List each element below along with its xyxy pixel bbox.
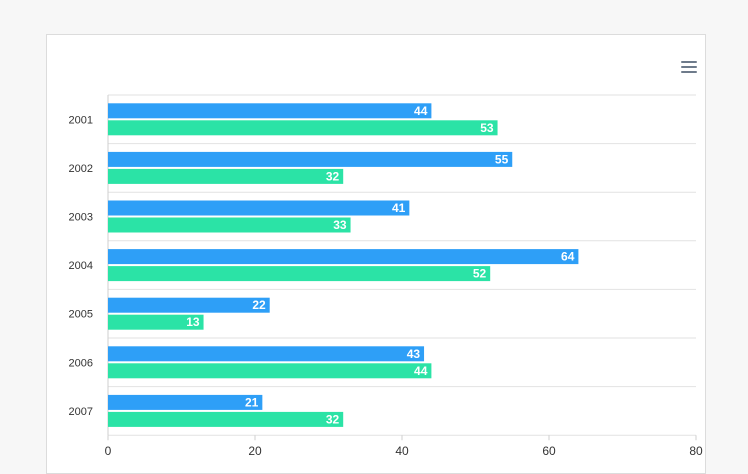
category-label: 2002 [69,163,93,175]
data-label: 13 [186,315,200,329]
x-tick-label: 60 [542,444,556,458]
bar[interactable] [108,266,491,282]
bar[interactable] [108,151,513,167]
bar[interactable] [108,346,425,362]
category-label: 2004 [69,260,93,272]
data-label: 44 [414,364,428,378]
hamburger-menu-icon[interactable] [678,58,700,76]
bar[interactable] [108,200,410,216]
x-tick-label: 0 [105,444,112,458]
bar[interactable] [108,297,270,313]
category-label: 2003 [69,212,93,224]
bar[interactable] [108,120,498,136]
category-label: 2001 [69,114,93,126]
data-label: 32 [326,169,340,183]
data-label: 55 [495,152,509,166]
data-label: 53 [480,121,494,135]
data-label: 64 [561,250,575,264]
data-label: 43 [407,347,421,361]
x-tick-label: 80 [689,444,703,458]
data-label: 32 [326,412,340,426]
data-label: 21 [245,395,259,409]
category-label: 2006 [69,357,93,369]
bar[interactable] [108,394,263,410]
category-label: 2007 [69,406,93,418]
bar[interactable] [108,249,579,265]
bar[interactable] [108,103,432,119]
data-label: 33 [333,218,347,232]
data-label: 52 [473,267,487,281]
bar[interactable] [108,168,344,184]
bar[interactable] [108,217,351,233]
bar[interactable] [108,411,344,427]
x-tick-label: 40 [395,444,409,458]
category-label: 2005 [69,309,93,321]
data-label: 22 [252,298,266,312]
data-label: 44 [414,104,428,118]
bar[interactable] [108,314,204,330]
bar[interactable] [108,363,432,379]
x-tick-label: 20 [248,444,262,458]
data-label: 41 [392,201,406,215]
